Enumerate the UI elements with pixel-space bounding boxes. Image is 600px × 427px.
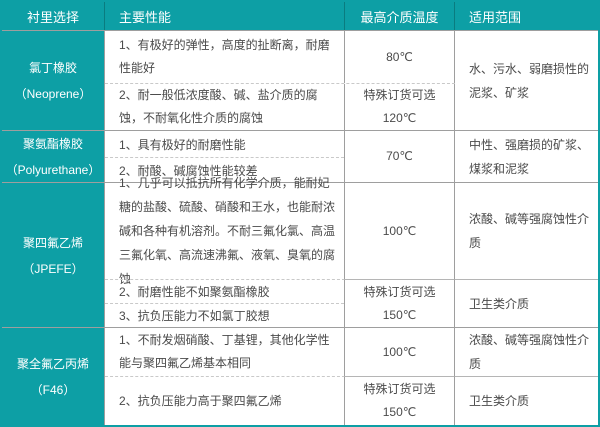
- header-application-range: 适用范围: [469, 9, 522, 25]
- sub-row: 2、耐磨性能不如聚氨酯橡胶 3、抗负压能力不如氯丁胶想 特殊订货可选 150℃ …: [105, 279, 598, 327]
- application-range-cell: 浓酸、碱等强腐蚀性介质: [469, 212, 590, 250]
- performance-cell: 2、耐磨性能不如聚氨酯橡胶: [119, 285, 270, 299]
- material-name-cn: 聚氨酯橡胶: [22, 137, 83, 151]
- temperature-value: 150℃: [382, 307, 417, 322]
- temperature-value: 100℃: [382, 344, 417, 359]
- temperature-value: 120℃: [382, 111, 417, 125]
- row-group-ptfe: 聚四氟乙烯 （JPEFE） 1、几乎可以抵抗所有化学介质，能耐妃糖的盐酸、硫酸、…: [2, 176, 598, 327]
- application-range-cell: 中性、强磨损的矿浆、煤浆和泥浆: [469, 137, 590, 176]
- row-group-polyurethane: 聚氨酯橡胶 （Polyurethane） 1、具有极好的耐磨性能 2、耐酸、碱腐…: [2, 130, 598, 182]
- material-name-cn: 聚四氟乙烯: [22, 235, 83, 250]
- material-name-en: （JPEFE）: [22, 261, 84, 276]
- material-name-cn: 氯丁橡胶: [28, 61, 77, 75]
- temperature-cell: 特殊订货可选 150℃: [345, 279, 455, 327]
- material-name-en: （Neoprene）: [14, 87, 92, 101]
- header-max-medium-temperature: 最高介质温度: [345, 2, 455, 30]
- temperature-note: 特殊订货可选: [363, 382, 436, 396]
- group-content: 1、几乎可以抵抗所有化学介质，能耐妃糖的盐酸、硫酸、硝酸和王水，也能耐浓碱和各种…: [105, 176, 598, 327]
- temperature-note: 特殊订货可选: [363, 88, 436, 102]
- row-group-neoprene: 氯丁橡胶 （Neoprene） 1、有极好的弹性，高度的扯断离，耐磨性能好 80…: [2, 30, 598, 130]
- material-label: 氯丁橡胶 （Neoprene）: [2, 31, 105, 130]
- application-range-cell: 浓酸、碱等强腐蚀性介质: [469, 333, 590, 371]
- sub-row: 2、耐一般低浓度酸、碱、盐介质的腐蚀，不耐氧化性介质的腐蚀 特殊订货可选 120…: [105, 83, 455, 130]
- temperature-value: 80℃: [386, 49, 413, 64]
- sub-row: 1、不耐发烟硝酸、丁基锂，其他化学性能与聚四氟乙烯基本相同 100℃ 浓酸、碱等…: [105, 328, 598, 376]
- material-name-en: （F46）: [30, 383, 76, 397]
- performance-cell: 1、有极好的弹性，高度的扯断离，耐磨性能好: [105, 31, 345, 83]
- temperature-cell: 特殊订货可选 150℃: [345, 376, 455, 425]
- performance-temperature-block: 1、有极好的弹性，高度的扯断离，耐磨性能好 80℃ 2、耐一般低浓度酸、碱、盐介…: [105, 31, 455, 130]
- temperature-cell: 70℃: [345, 131, 455, 182]
- row-group-fep: 聚全氟乙丙烯 （F46） 1、不耐发烟硝酸、丁基锂，其他化学性能与聚四氟乙烯基本…: [2, 327, 598, 425]
- material-label: 聚四氟乙烯 （JPEFE）: [2, 183, 105, 327]
- header-main-performance: 主要性能: [105, 2, 345, 30]
- temperature-cell: 100℃: [345, 328, 455, 376]
- application-range-cell: 卫生类介质: [455, 376, 598, 425]
- temperature-value: 150℃: [382, 405, 417, 419]
- temperature-note: 特殊订货可选: [363, 284, 436, 299]
- performance-column: 2、耐磨性能不如聚氨酯橡胶 3、抗负压能力不如氯丁胶想: [105, 279, 345, 327]
- application-range-cell: 水、污水、弱磨损性的泥浆、矿浆: [469, 61, 590, 100]
- material-name-cn: 聚全氟乙丙烯: [16, 357, 89, 371]
- temperature-cell: 80℃: [345, 31, 455, 83]
- performance-cell: 1、几乎可以抵抗所有化学介质，能耐妃糖的盐酸、硫酸、硝酸和王水，也能耐浓碱和各种…: [105, 176, 345, 286]
- table-header-row: 衬里选择 主要性能 最高介质温度 适用范围: [2, 2, 598, 30]
- temperature-value: 70℃: [386, 149, 413, 163]
- performance-cell: 3、抗负压能力不如氯丁胶想: [105, 303, 344, 327]
- performance-cell: 2、耐酸、碱腐蚀性能较差: [105, 157, 344, 182]
- sub-row: 1、几乎可以抵抗所有化学介质，能耐妃糖的盐酸、硫酸、硝酸和王水，也能耐浓碱和各种…: [105, 176, 598, 286]
- application-range-cell: 卫生类介质: [455, 279, 598, 327]
- temperature-value: 100℃: [382, 223, 417, 238]
- temperature-cell: 100℃: [345, 183, 455, 279]
- material-label: 聚氨酯橡胶 （Polyurethane）: [2, 131, 105, 182]
- performance-cell: 2、抗负压能力高于聚四氟乙烯: [105, 376, 345, 425]
- sub-row: 2、抗负压能力高于聚四氟乙烯 特殊订货可选 150℃ 卫生类介质: [105, 376, 598, 425]
- performance-cell: 1、不耐发烟硝酸、丁基锂，其他化学性能与聚四氟乙烯基本相同: [105, 328, 345, 376]
- performance-column: 1、具有极好的耐磨性能 2、耐酸、碱腐蚀性能较差: [105, 131, 345, 182]
- performance-cell: 1、具有极好的耐磨性能: [119, 137, 246, 152]
- header-lining-selection: 衬里选择: [2, 2, 105, 30]
- material-name-en: （Polyurethane）: [5, 163, 101, 177]
- sub-row: 1、有极好的弹性，高度的扯断离，耐磨性能好 80℃: [105, 31, 455, 83]
- group-content: 1、不耐发烟硝酸、丁基锂，其他化学性能与聚四氟乙烯基本相同 100℃ 浓酸、碱等…: [105, 328, 598, 425]
- performance-cell: 2、耐一般低浓度酸、碱、盐介质的腐蚀，不耐氧化性介质的腐蚀: [105, 84, 345, 130]
- temperature-cell: 特殊订货可选 120℃: [345, 84, 455, 130]
- material-label: 聚全氟乙丙烯 （F46）: [2, 328, 105, 425]
